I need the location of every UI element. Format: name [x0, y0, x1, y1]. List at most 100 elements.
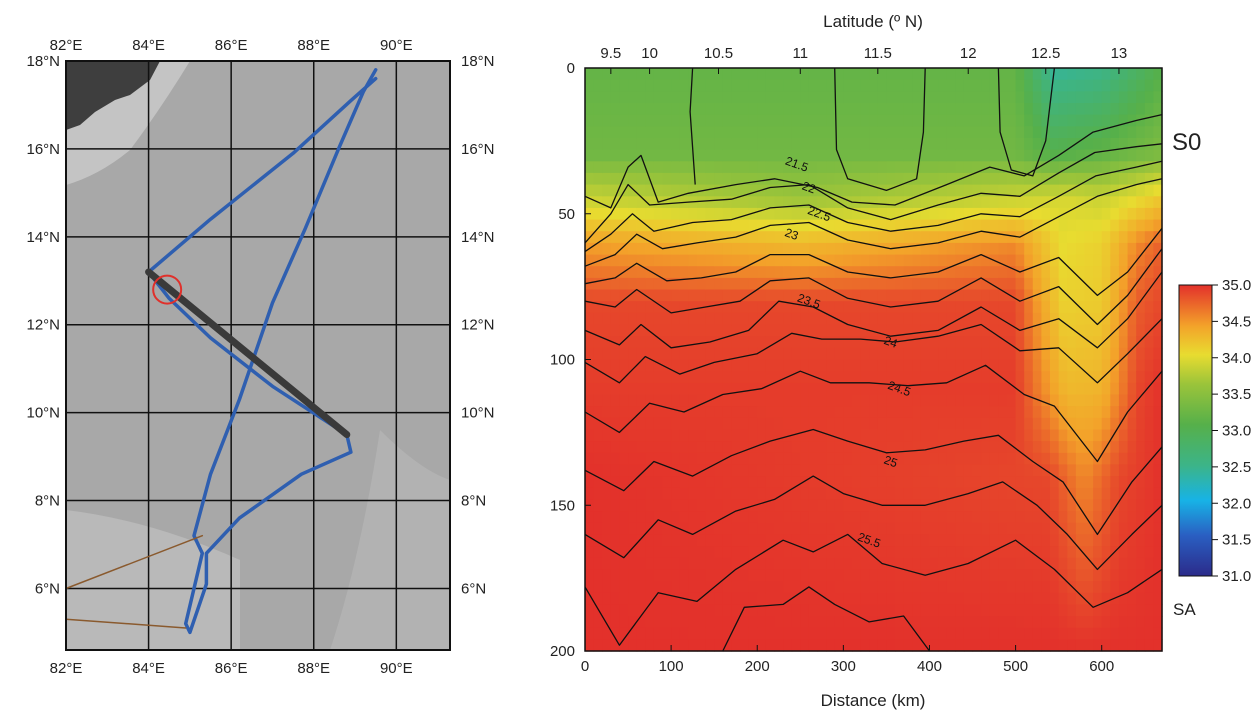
salinity-cell	[946, 406, 956, 419]
salinity-cell	[757, 68, 767, 81]
salinity-cell	[610, 219, 620, 232]
salinity-cell	[800, 114, 810, 127]
salinity-cell	[852, 161, 862, 174]
salinity-cell	[748, 336, 758, 349]
salinity-cell	[610, 242, 620, 256]
salinity-cell	[1024, 149, 1034, 162]
salinity-cell	[877, 627, 887, 640]
salinity-cell	[955, 207, 965, 221]
salinity-cell	[645, 581, 655, 594]
salinity-cell	[955, 301, 965, 314]
salinity-cell	[722, 476, 732, 489]
salinity-cell	[912, 103, 922, 116]
salinity-cell	[697, 441, 707, 454]
salinity-cell	[731, 126, 741, 139]
salinity-cell	[697, 347, 707, 361]
salinity-cell	[765, 604, 776, 617]
salinity-cell	[1084, 219, 1094, 232]
salinity-cell	[679, 103, 689, 116]
salinity-cell	[963, 103, 974, 116]
salinity-cell	[783, 359, 793, 372]
salinity-cell	[1041, 476, 1051, 489]
salinity-cell	[963, 219, 974, 232]
salinity-cell	[697, 161, 707, 174]
salinity-cell	[662, 289, 672, 302]
salinity-cell	[929, 511, 939, 524]
salinity-cell	[920, 464, 931, 477]
salinity-cell	[671, 406, 681, 419]
salinity-cell	[877, 487, 887, 501]
salinity-cell	[946, 616, 956, 629]
salinity-cell	[981, 476, 991, 489]
salinity-cell	[705, 277, 715, 291]
salinity-cell	[817, 277, 827, 291]
salinity-cell	[1093, 114, 1103, 127]
x-tick-label: 400	[917, 658, 942, 675]
salinity-cell	[929, 592, 939, 605]
salinity-cell	[920, 138, 931, 151]
salinity-cell	[808, 359, 819, 372]
salinity-cell	[972, 464, 982, 477]
salinity-cell	[955, 499, 965, 512]
salinity-cell	[697, 592, 707, 605]
salinity-cell	[628, 371, 638, 384]
salinity-cell	[981, 522, 991, 535]
salinity-cell	[963, 196, 974, 209]
salinity-cell	[938, 452, 948, 466]
salinity-cell	[1015, 406, 1025, 419]
salinity-cell	[662, 569, 672, 582]
salinity-cell	[1101, 336, 1111, 349]
salinity-cell	[938, 522, 948, 535]
salinity-cell	[1127, 324, 1137, 337]
salinity-cell	[1136, 277, 1146, 291]
salinity-cell	[989, 289, 999, 302]
salinity-cell	[817, 382, 827, 396]
salinity-cell	[1024, 301, 1034, 314]
salinity-cell	[628, 172, 638, 186]
salinity-cell	[920, 184, 931, 197]
salinity-cell	[1024, 114, 1034, 127]
salinity-cell	[593, 417, 603, 431]
salinity-cell	[1015, 254, 1025, 267]
salinity-cell	[1058, 266, 1068, 279]
salinity-cell	[688, 464, 698, 477]
salinity-cell	[610, 511, 620, 524]
salinity-cell	[886, 441, 896, 454]
salinity-cell	[903, 172, 913, 186]
salinity-cell	[877, 219, 887, 232]
salinity-cell	[731, 417, 741, 431]
salinity-cell	[783, 336, 793, 349]
salinity-cell	[783, 266, 793, 279]
salinity-cell	[834, 126, 844, 139]
salinity-cell	[826, 382, 836, 396]
salinity-cell	[1118, 452, 1129, 466]
salinity-cell	[714, 324, 724, 337]
salinity-cell	[697, 452, 707, 466]
salinity-cell	[1136, 616, 1146, 629]
salinity-cell	[774, 149, 784, 162]
salinity-cell	[628, 522, 638, 535]
salinity-cell	[697, 91, 707, 104]
salinity-cell	[1007, 347, 1017, 361]
salinity-cell	[877, 266, 887, 279]
x-tick-label: 300	[831, 658, 856, 675]
salinity-cell	[981, 254, 991, 267]
salinity-cell	[869, 91, 879, 104]
salinity-cell	[791, 639, 801, 652]
salinity-cell	[757, 534, 767, 547]
salinity-cell	[636, 161, 646, 174]
salinity-cell	[1067, 138, 1077, 151]
salinity-cell	[860, 639, 870, 652]
salinity-cell	[1118, 184, 1129, 197]
salinity-cell	[645, 417, 655, 431]
salinity-cell	[860, 534, 870, 547]
salinity-cell	[860, 336, 870, 349]
salinity-cell	[585, 254, 595, 267]
salinity-cell	[1058, 441, 1068, 454]
salinity-cell	[1101, 289, 1111, 302]
salinity-cell	[800, 511, 810, 524]
salinity-cell	[886, 114, 896, 127]
salinity-cell	[714, 639, 724, 652]
salinity-cell	[585, 103, 595, 116]
salinity-cell	[636, 499, 646, 512]
